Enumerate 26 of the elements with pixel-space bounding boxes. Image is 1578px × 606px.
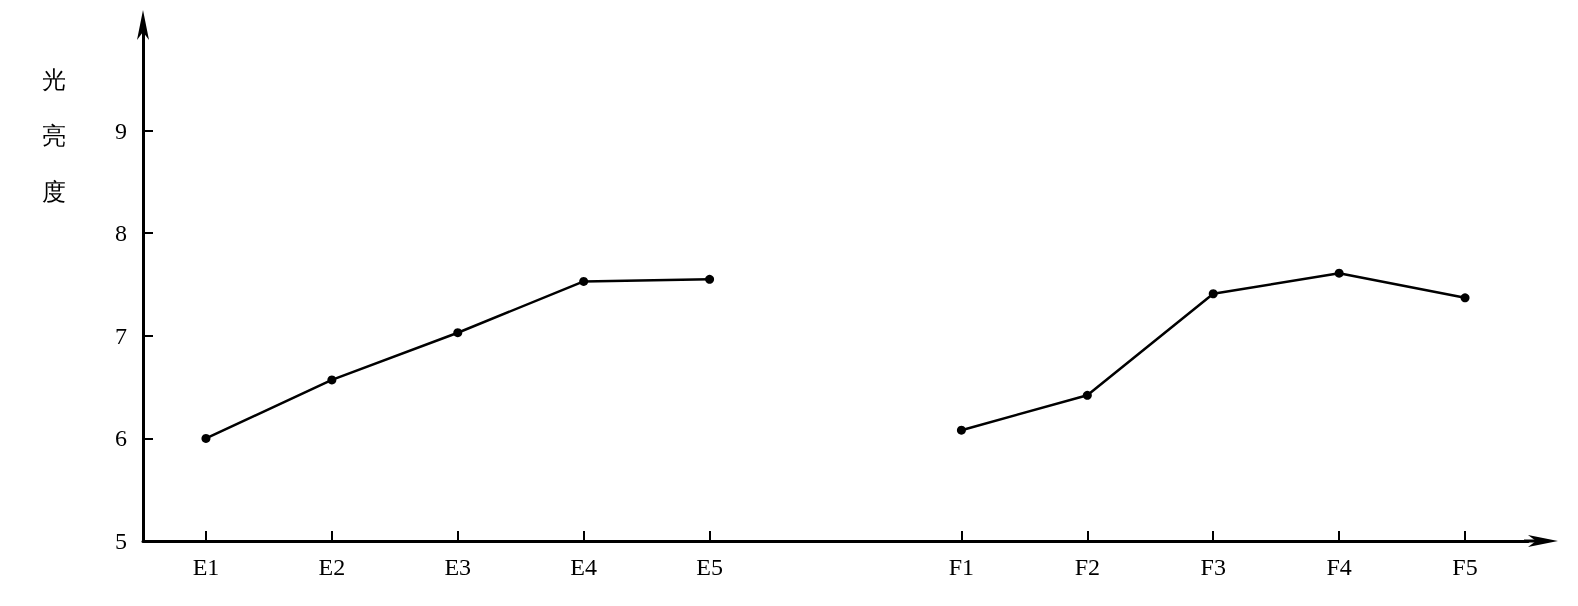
- point: [1208, 289, 1218, 299]
- y-tick-label: 9: [115, 117, 127, 144]
- y-tick-label: 6: [115, 425, 127, 452]
- y-tick-label: 7: [115, 322, 127, 349]
- point: [705, 274, 715, 284]
- text: 光亮度: [42, 67, 66, 205]
- x-tick-label: E5: [696, 554, 723, 580]
- x-tick-label: E4: [570, 554, 598, 580]
- point: [1460, 293, 1470, 303]
- x-tick-label: E2: [318, 554, 346, 580]
- x-tick-label: F1: [948, 554, 975, 580]
- point: [201, 433, 211, 443]
- point: [327, 375, 337, 385]
- point: [1082, 390, 1092, 400]
- y-tick-label: 5: [115, 528, 127, 554]
- x-tick-label: E3: [444, 554, 472, 580]
- x-tick-label: E1: [192, 554, 220, 580]
- point: [1334, 268, 1344, 278]
- x-tick-label: F5: [1452, 554, 1478, 580]
- point: [579, 276, 589, 286]
- point: [453, 328, 463, 338]
- point: [956, 425, 966, 435]
- x-tick-label: F3: [1200, 554, 1226, 580]
- x-tick-label: F4: [1326, 554, 1352, 580]
- x-tick-label: F2: [1074, 554, 1100, 580]
- y-tick-label: 8: [115, 220, 127, 247]
